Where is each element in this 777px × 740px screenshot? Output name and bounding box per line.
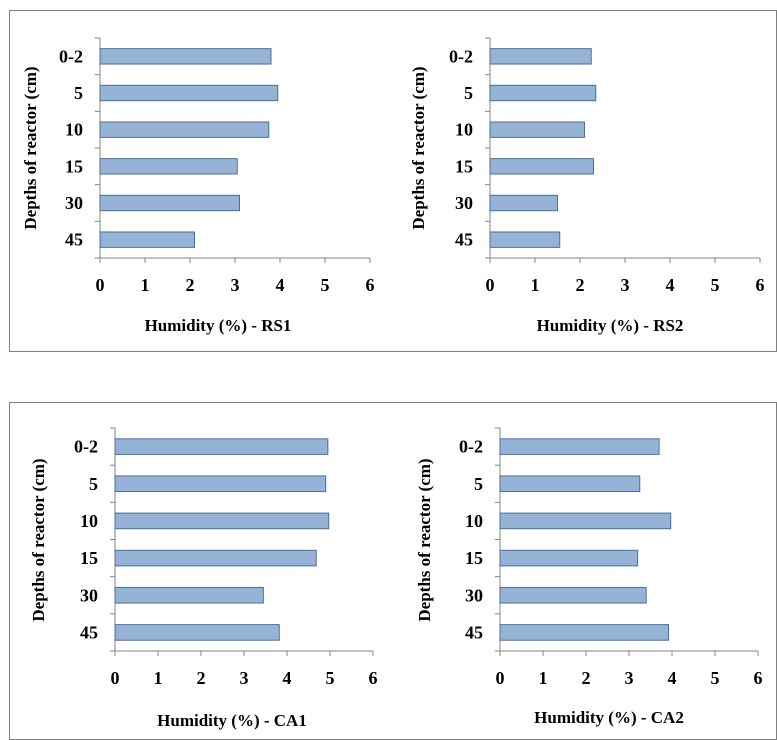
chart-3-bar-10 xyxy=(114,512,330,530)
chart-3-bar-15 xyxy=(114,549,317,567)
chart-3-bar-45 xyxy=(114,624,280,641)
chart-3-x-tick-label: 2 xyxy=(197,668,206,688)
chart-1-x-tick-label: 0 xyxy=(96,275,105,295)
chart-2-category-label: 30 xyxy=(455,193,473,213)
chart-4-bar-5 xyxy=(499,475,641,493)
chart-4-category-label: 15 xyxy=(465,548,483,568)
chart-4-bar-10 xyxy=(499,512,672,530)
chart-2-category-label: 0-2 xyxy=(449,46,473,66)
chart-2-bar-45 xyxy=(489,231,561,248)
chart-panel-top xyxy=(9,10,777,352)
chart-4-x-tick-label: 4 xyxy=(668,668,677,688)
chart-4-category-label: 0-2 xyxy=(459,437,483,457)
chart-3-bar-30 xyxy=(114,586,264,604)
chart-3-bar-0-2 xyxy=(114,438,329,455)
chart-2-bar-10 xyxy=(489,121,585,138)
chart-1-bar-15 xyxy=(99,158,238,175)
chart-1-category-label: 15 xyxy=(65,156,83,176)
chart-1-bar-5 xyxy=(99,84,279,102)
chart-4-x-tick-label: 0 xyxy=(496,668,505,688)
chart-1-x-tick-label: 4 xyxy=(276,275,285,295)
chart-1-category-label: 0-2 xyxy=(59,46,83,66)
chart-4-bar-0-2 xyxy=(499,438,660,455)
chart-1-x-tick-label: 6 xyxy=(366,275,375,295)
chart-2-category-label: 5 xyxy=(464,83,473,103)
chart-3-x-tick-label: 6 xyxy=(369,668,378,688)
chart-1-y-axis-title: Depths of reactor (cm) xyxy=(21,66,40,229)
chart-2-x-axis-title: Humidity (%) - RS2 xyxy=(537,316,684,335)
chart-4-x-tick-label: 2 xyxy=(582,668,591,688)
chart-4-bar-15 xyxy=(499,549,639,567)
chart-4-x-tick-label: 5 xyxy=(711,668,720,688)
chart-1-x-tick-label: 3 xyxy=(231,275,240,295)
chart-3-category-label: 30 xyxy=(80,585,98,605)
chart-3-category-label: 0-2 xyxy=(74,437,98,457)
chart-3-category-label: 10 xyxy=(80,511,98,531)
chart-1-category-label: 45 xyxy=(65,230,83,250)
chart-3-category-label: 45 xyxy=(80,622,98,642)
chart-2-x-tick-label: 3 xyxy=(621,275,630,295)
chart-1-bar-0-2 xyxy=(99,48,272,65)
chart-4-x-tick-label: 6 xyxy=(754,668,763,688)
chart-2-bar-30 xyxy=(489,194,558,212)
chart-1-x-tick-label: 1 xyxy=(141,275,150,295)
chart-2-bar-15 xyxy=(489,158,594,175)
chart-4-bar-45 xyxy=(499,624,670,641)
chart-2-y-axis-title: Depths of reactor (cm) xyxy=(409,66,428,229)
chart-1-bar-45 xyxy=(99,231,195,248)
chart-2-x-tick-label: 1 xyxy=(531,275,540,295)
chart-1-bar-30 xyxy=(99,194,240,212)
chart-3-category-label: 15 xyxy=(80,548,98,568)
chart-panel-bottom xyxy=(9,402,777,740)
chart-4-category-label: 5 xyxy=(474,474,483,494)
chart-2-category-label: 45 xyxy=(455,230,473,250)
chart-4-category-label: 10 xyxy=(465,511,483,531)
chart-2-x-tick-label: 4 xyxy=(666,275,675,295)
chart-3-x-axis-title: Humidity (%) - CA1 xyxy=(157,711,307,730)
chart-3-x-tick-label: 1 xyxy=(154,668,163,688)
chart-3-category-label: 5 xyxy=(89,474,98,494)
chart-1-x-tick-label: 2 xyxy=(186,275,195,295)
chart-3-y-axis-title: Depths of reactor (cm) xyxy=(29,458,48,621)
chart-2-x-tick-label: 5 xyxy=(711,275,720,295)
chart-2-category-label: 10 xyxy=(455,120,473,140)
chart-4-x-tick-label: 3 xyxy=(625,668,634,688)
chart-3-x-tick-label: 5 xyxy=(326,668,335,688)
chart-1-category-label: 5 xyxy=(74,83,83,103)
chart-3-bar-5 xyxy=(114,475,327,493)
chart-3-x-tick-label: 0 xyxy=(111,668,120,688)
chart-2-bar-5 xyxy=(489,84,597,102)
chart-4-x-tick-label: 1 xyxy=(539,668,548,688)
chart-2-bar-0-2 xyxy=(489,48,592,65)
chart-2-x-tick-label: 2 xyxy=(576,275,585,295)
chart-4-category-label: 45 xyxy=(465,622,483,642)
chart-2-x-tick-label: 0 xyxy=(486,275,495,295)
chart-1-category-label: 30 xyxy=(65,193,83,213)
chart-1-category-label: 10 xyxy=(65,120,83,140)
chart-3-x-tick-label: 3 xyxy=(240,668,249,688)
chart-4-x-axis-title: Humidity (%) - CA2 xyxy=(534,708,684,727)
chart-1-bar-10 xyxy=(99,121,270,138)
chart-1-x-tick-label: 5 xyxy=(321,275,330,295)
chart-4-bar-30 xyxy=(499,586,647,604)
chart-4-category-label: 30 xyxy=(465,585,483,605)
chart-3-x-tick-label: 4 xyxy=(283,668,292,688)
chart-4-y-axis-title: Depths of reactor (cm) xyxy=(415,458,434,621)
chart-1-x-axis-title: Humidity (%) - RS1 xyxy=(145,316,292,335)
chart-2-category-label: 15 xyxy=(455,156,473,176)
chart-2-x-tick-label: 6 xyxy=(756,275,765,295)
